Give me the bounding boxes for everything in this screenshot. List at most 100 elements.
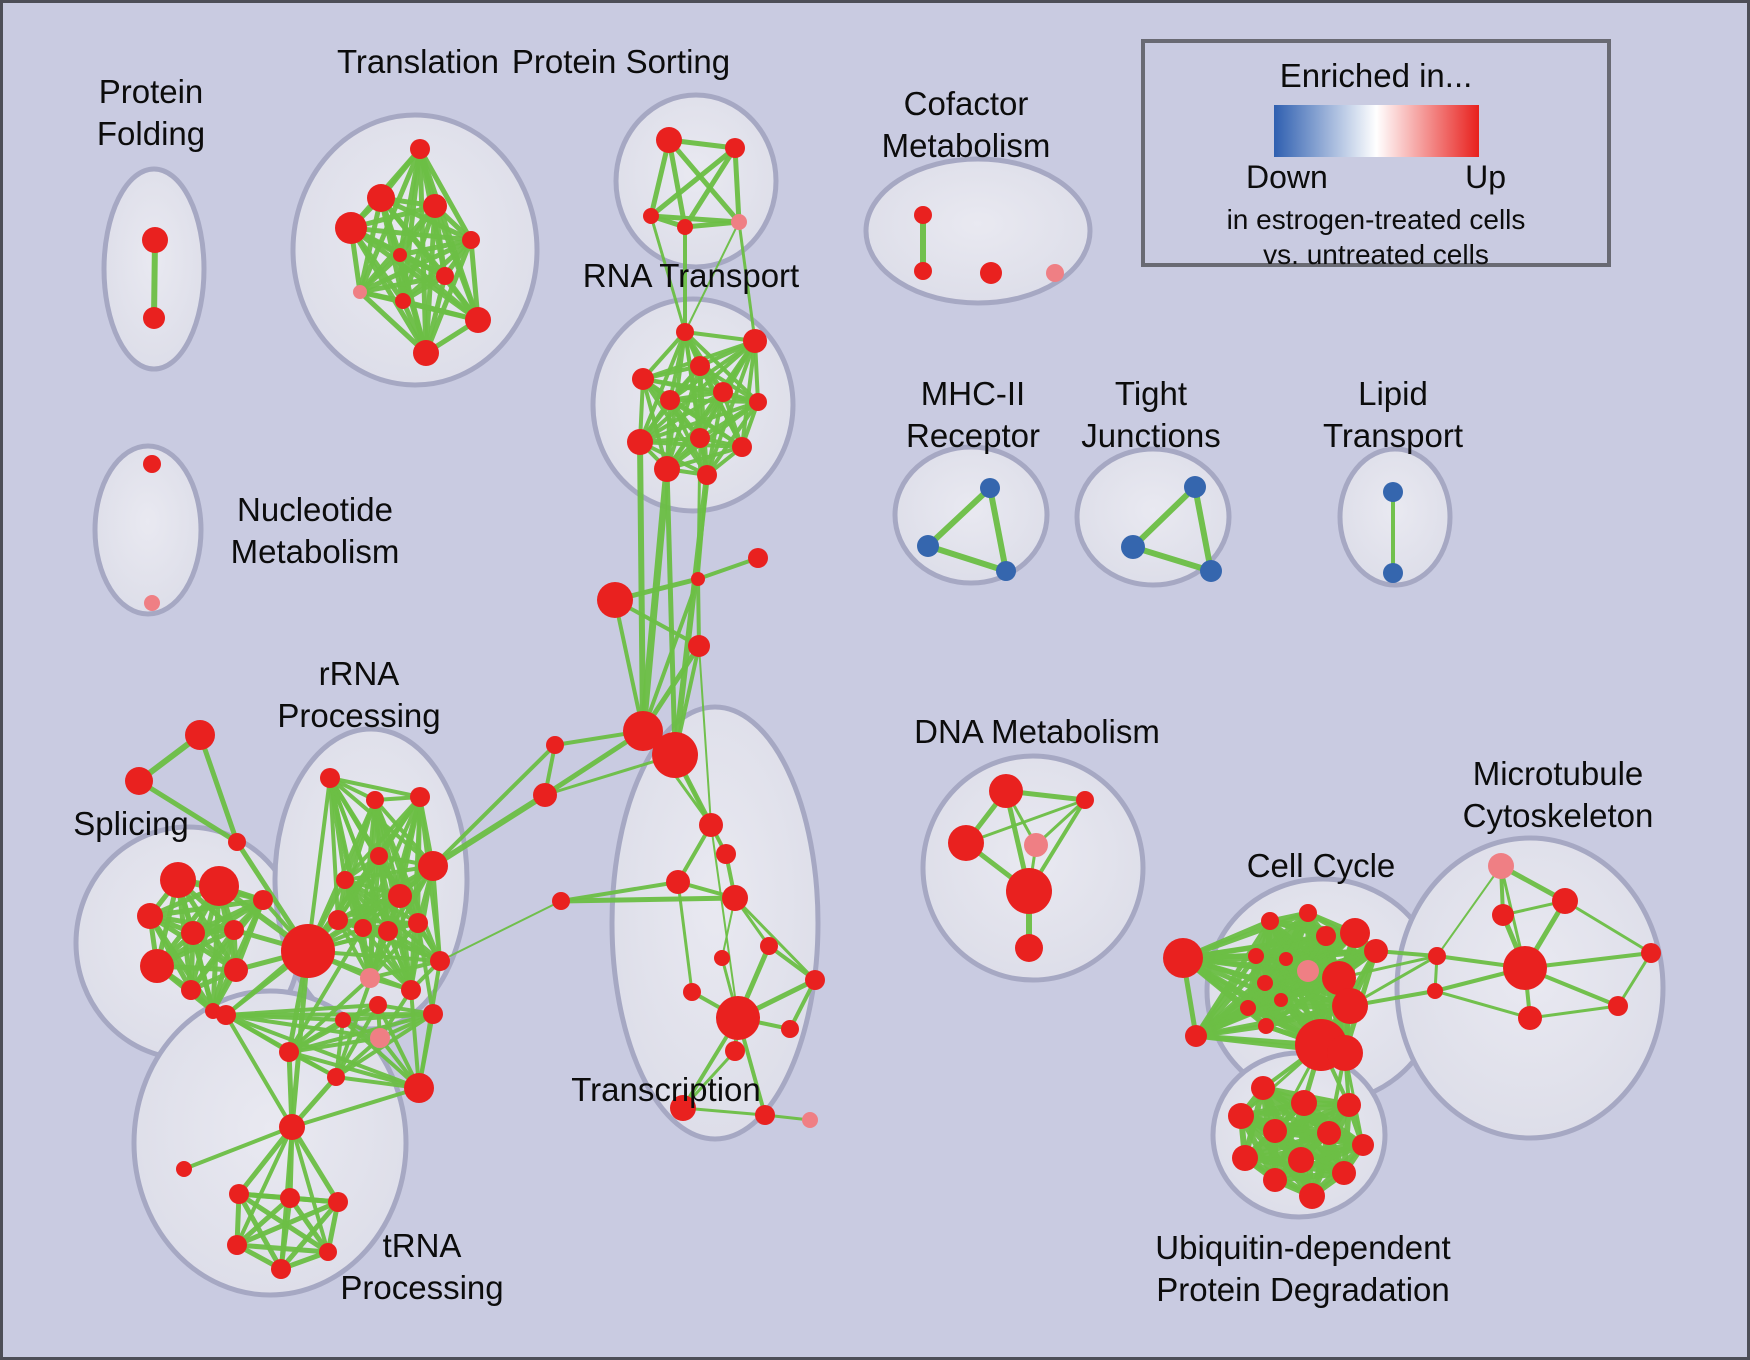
rna-transport-gene-set-node[interactable] — [690, 356, 710, 376]
tight-junctions-gene-set-node[interactable] — [1184, 476, 1206, 498]
transcription-gene-set-node[interactable] — [670, 1095, 696, 1121]
transcription-gene-set-node[interactable] — [722, 885, 748, 911]
ubiquitin-degradation-gene-set-node[interactable] — [1337, 1093, 1361, 1117]
splicing-gene-set-node[interactable] — [224, 958, 248, 982]
cell-cycle-gene-set-node[interactable] — [1316, 926, 1336, 946]
transcription-gene-set-node[interactable] — [755, 1105, 775, 1125]
rrna-processing-gene-set-node[interactable] — [388, 884, 412, 908]
ubiquitin-degradation-gene-set-node[interactable] — [1291, 1090, 1317, 1116]
rrna-processing-gene-set-node[interactable] — [354, 919, 372, 937]
microtubule-cytoskeleton-gene-set-node[interactable] — [1641, 943, 1661, 963]
microtubule-cytoskeleton-gene-set-node[interactable] — [1503, 946, 1547, 990]
rrna-processing-gene-set-node[interactable] — [279, 1042, 299, 1062]
mhc-ii-receptor-gene-set-node[interactable] — [917, 535, 939, 557]
translation-gene-set-node[interactable] — [353, 285, 367, 299]
rrna-processing-gene-set-node[interactable] — [320, 768, 340, 788]
connectors-gene-set-node[interactable] — [688, 635, 710, 657]
rna-transport-gene-set-node[interactable] — [632, 368, 654, 390]
transcription-gene-set-node[interactable] — [716, 996, 760, 1040]
connectors-gene-set-node[interactable] — [597, 582, 633, 618]
nucleotide-metabolism-gene-set-node[interactable] — [143, 455, 161, 473]
rrna-processing-gene-set-node[interactable] — [281, 924, 335, 978]
rna-transport-gene-set-node[interactable] — [660, 390, 680, 410]
translation-gene-set-node[interactable] — [413, 340, 439, 366]
cell-cycle-gene-set-node[interactable] — [1248, 948, 1264, 964]
microtubule-cytoskeleton-gene-set-node[interactable] — [1488, 853, 1514, 879]
connectors-gene-set-node[interactable] — [1428, 947, 1446, 965]
cell-cycle-gene-set-node[interactable] — [1340, 918, 1370, 948]
connectors-gene-set-node[interactable] — [533, 783, 557, 807]
rna-transport-gene-set-node[interactable] — [743, 329, 767, 353]
cell-cycle-gene-set-node[interactable] — [1274, 993, 1288, 1007]
transcription-gene-set-node[interactable] — [805, 970, 825, 990]
splicing-gene-set-node[interactable] — [137, 903, 163, 929]
dna-metabolism-gene-set-node[interactable] — [989, 774, 1023, 808]
protein-sorting-gene-set-node[interactable] — [643, 208, 659, 224]
translation-gene-set-node[interactable] — [395, 293, 411, 309]
dna-metabolism-gene-set-node[interactable] — [1024, 833, 1048, 857]
transcription-gene-set-node[interactable] — [666, 870, 690, 894]
rna-transport-gene-set-node[interactable] — [732, 437, 752, 457]
cell-cycle-gene-set-node[interactable] — [1279, 952, 1293, 966]
ubiquitin-degradation-gene-set-node[interactable] — [1263, 1119, 1287, 1143]
protein-sorting-gene-set-node[interactable] — [731, 214, 747, 230]
rrna-processing-gene-set-node[interactable] — [336, 871, 354, 889]
ubiquitin-degradation-gene-set-node[interactable] — [1299, 1183, 1325, 1209]
dna-metabolism-gene-set-node[interactable] — [1076, 791, 1094, 809]
rrna-processing-gene-set-node[interactable] — [401, 980, 421, 1000]
splicing-gene-set-node[interactable] — [224, 920, 244, 940]
trna-processing-gene-set-node[interactable] — [328, 1192, 348, 1212]
protein-sorting-gene-set-node[interactable] — [656, 127, 682, 153]
cofactor-metabolism-gene-set-node[interactable] — [980, 262, 1002, 284]
connectors-gene-set-node[interactable] — [228, 833, 246, 851]
ubiquitin-degradation-gene-set-node[interactable] — [1352, 1134, 1374, 1156]
ubiquitin-degradation-gene-set-node[interactable] — [1232, 1145, 1258, 1171]
cell-cycle-gene-set-node[interactable] — [1185, 1025, 1207, 1047]
transcription-gene-set-node[interactable] — [760, 937, 778, 955]
cell-cycle-gene-set-node[interactable] — [1258, 1018, 1274, 1034]
ubiquitin-degradation-gene-set-node[interactable] — [1332, 1161, 1356, 1185]
ubiquitin-degradation-gene-set-node[interactable] — [1263, 1168, 1287, 1192]
trna-processing-gene-set-node[interactable] — [229, 1184, 249, 1204]
rna-transport-gene-set-node[interactable] — [676, 323, 694, 341]
cofactor-metabolism-gene-set-node[interactable] — [914, 262, 932, 280]
rna-transport-gene-set-node[interactable] — [749, 393, 767, 411]
nucleotide-metabolism-gene-set-node[interactable] — [144, 595, 160, 611]
trna-processing-gene-set-node[interactable] — [279, 1114, 305, 1140]
transcription-gene-set-node[interactable] — [699, 813, 723, 837]
trna-processing-gene-set-node[interactable] — [280, 1188, 300, 1208]
transcription-gene-set-node[interactable] — [781, 1020, 799, 1038]
cofactor-metabolism-gene-set-node[interactable] — [914, 206, 932, 224]
protein-folding-gene-set-node[interactable] — [142, 227, 168, 253]
cofactor-metabolism-gene-set-node[interactable] — [1046, 264, 1064, 282]
connectors-gene-set-node[interactable] — [546, 736, 564, 754]
rrna-processing-gene-set-node[interactable] — [216, 1005, 236, 1025]
ubiquitin-degradation-gene-set-node[interactable] — [1228, 1103, 1254, 1129]
protein-sorting-gene-set-node[interactable] — [677, 219, 693, 235]
rrna-processing-gene-set-node[interactable] — [423, 1004, 443, 1024]
connectors-gene-set-node[interactable] — [1427, 983, 1443, 999]
rna-transport-gene-set-node[interactable] — [713, 382, 733, 402]
rrna-processing-gene-set-node[interactable] — [408, 913, 428, 933]
rrna-processing-gene-set-node[interactable] — [370, 1028, 390, 1048]
transcription-gene-set-node[interactable] — [683, 983, 701, 1001]
connectors-gene-set-node[interactable] — [185, 720, 215, 750]
microtubule-cytoskeleton-gene-set-node[interactable] — [1552, 888, 1578, 914]
tight-junctions-gene-set-node[interactable] — [1121, 535, 1145, 559]
connectors-gene-set-node[interactable] — [748, 548, 768, 568]
splicing-gene-set-node[interactable] — [181, 921, 205, 945]
transcription-gene-set-node[interactable] — [725, 1041, 745, 1061]
tight-junctions-gene-set-node[interactable] — [1200, 560, 1222, 582]
transcription-gene-set-node[interactable] — [802, 1112, 818, 1128]
splicing-gene-set-node[interactable] — [199, 866, 239, 906]
rrna-processing-gene-set-node[interactable] — [360, 968, 380, 988]
rrna-processing-gene-set-node[interactable] — [369, 996, 387, 1014]
translation-gene-set-node[interactable] — [335, 212, 367, 244]
cell-cycle-gene-set-node[interactable] — [1322, 961, 1356, 995]
transcription-gene-set-node[interactable] — [714, 950, 730, 966]
cell-cycle-gene-set-node[interactable] — [1327, 1035, 1363, 1071]
rrna-processing-gene-set-node[interactable] — [366, 791, 384, 809]
translation-gene-set-node[interactable] — [436, 267, 454, 285]
cell-cycle-gene-set-node[interactable] — [1364, 939, 1388, 963]
splicing-gene-set-node[interactable] — [160, 862, 196, 898]
